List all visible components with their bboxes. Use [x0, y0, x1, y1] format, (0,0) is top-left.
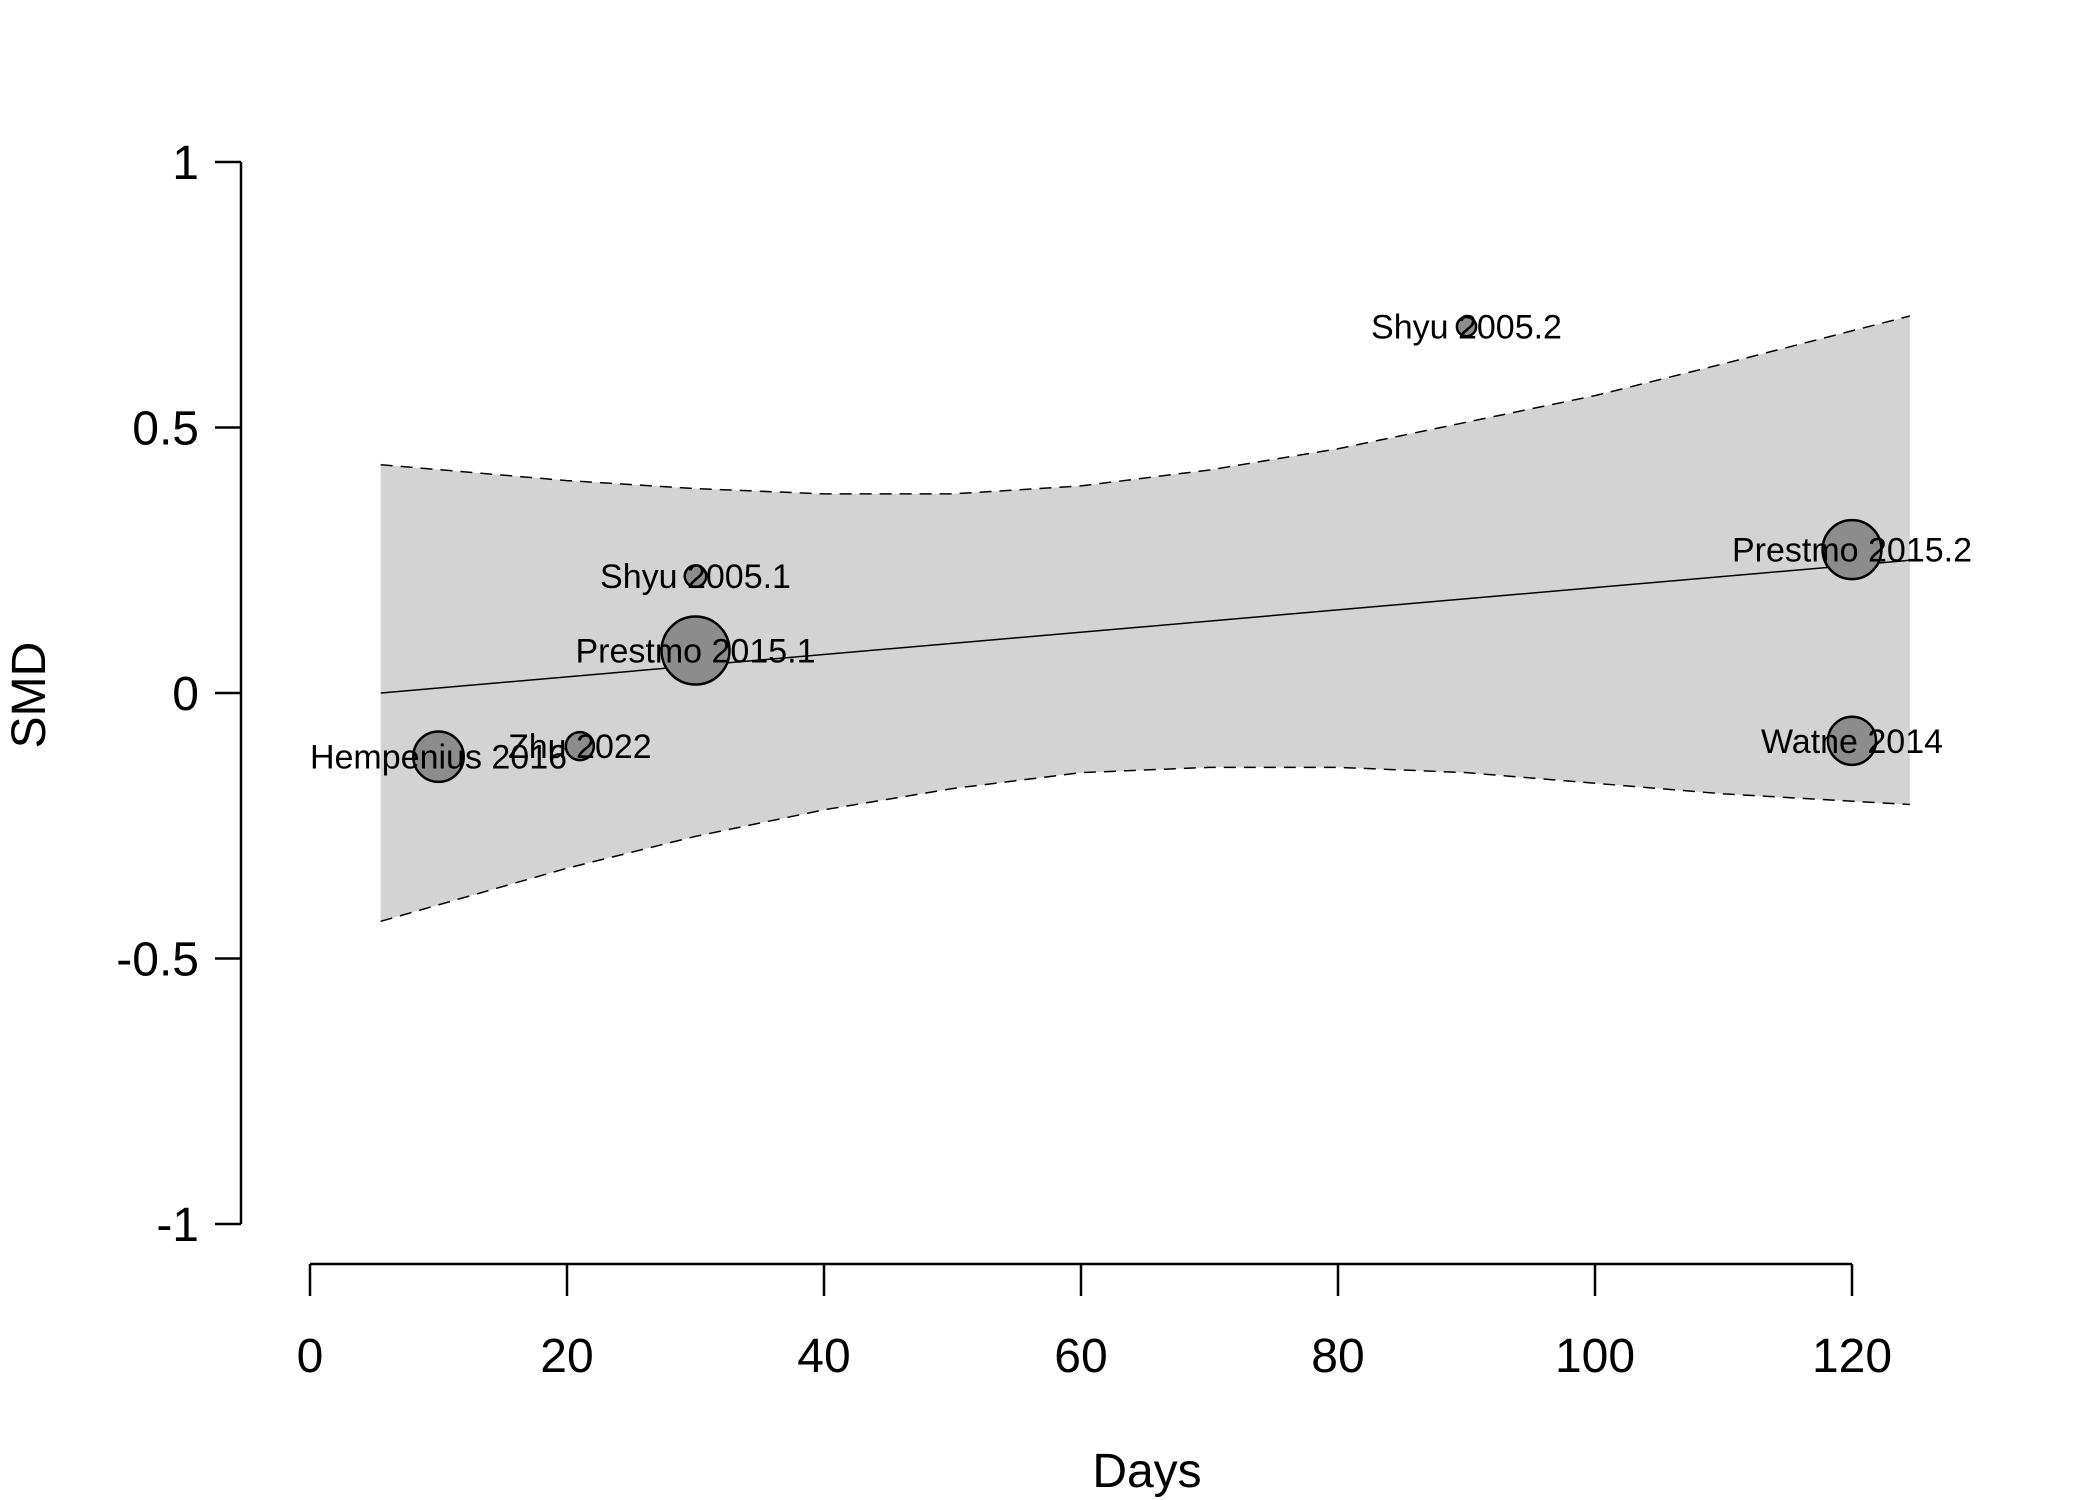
study-point [660, 615, 731, 686]
confidence-band-layer [380, 315, 1911, 923]
study-label: Shyu 2005.1 [600, 558, 791, 596]
study-label: Prestmo 2015.2 [1732, 532, 1972, 570]
ci-lower-line [380, 766, 1910, 923]
y-tick-label: -1 [156, 1199, 199, 1252]
study-point [683, 564, 708, 589]
study-label: Zhu 2022 [508, 728, 652, 766]
study-label: Hempenius 2016 [310, 739, 567, 777]
study-points-layer [412, 315, 1883, 784]
x-tick-label: 100 [1555, 1330, 1635, 1383]
x-tick-label: 80 [1311, 1330, 1364, 1383]
study-label: Watne 2014 [1761, 723, 1943, 761]
y-tick-label: 1 [172, 137, 199, 190]
confidence-band [380, 315, 1910, 922]
x-tick-label: 120 [1812, 1330, 1892, 1383]
study-point [564, 730, 596, 762]
y-tick-label: 0.5 [132, 403, 199, 456]
x-tick-label: 40 [797, 1330, 850, 1383]
study-point [1455, 315, 1478, 338]
study-label: Shyu 2005.2 [1371, 309, 1562, 347]
ci-upper-line [380, 315, 1911, 495]
x-tick-label: 60 [1054, 1330, 1107, 1383]
study-point [1821, 518, 1883, 581]
regression-line [380, 559, 1910, 694]
y-tick-label: 0 [172, 668, 199, 721]
y-tick-label: -0.5 [116, 934, 199, 987]
axes-layer: -1 -0.5 0 0.5 1 0 20 40 60 80 100 120 [116, 137, 1892, 1383]
x-tick-label: 0 [297, 1330, 324, 1383]
study-point [412, 730, 465, 784]
study-point [1826, 715, 1878, 767]
regression-line-layer [380, 559, 1910, 694]
x-axis-title: Days [1092, 1445, 1201, 1498]
x-tick-label: 20 [540, 1330, 593, 1383]
y-axis-title: SMD [3, 642, 56, 749]
study-label: Prestmo 2015.1 [575, 633, 815, 671]
